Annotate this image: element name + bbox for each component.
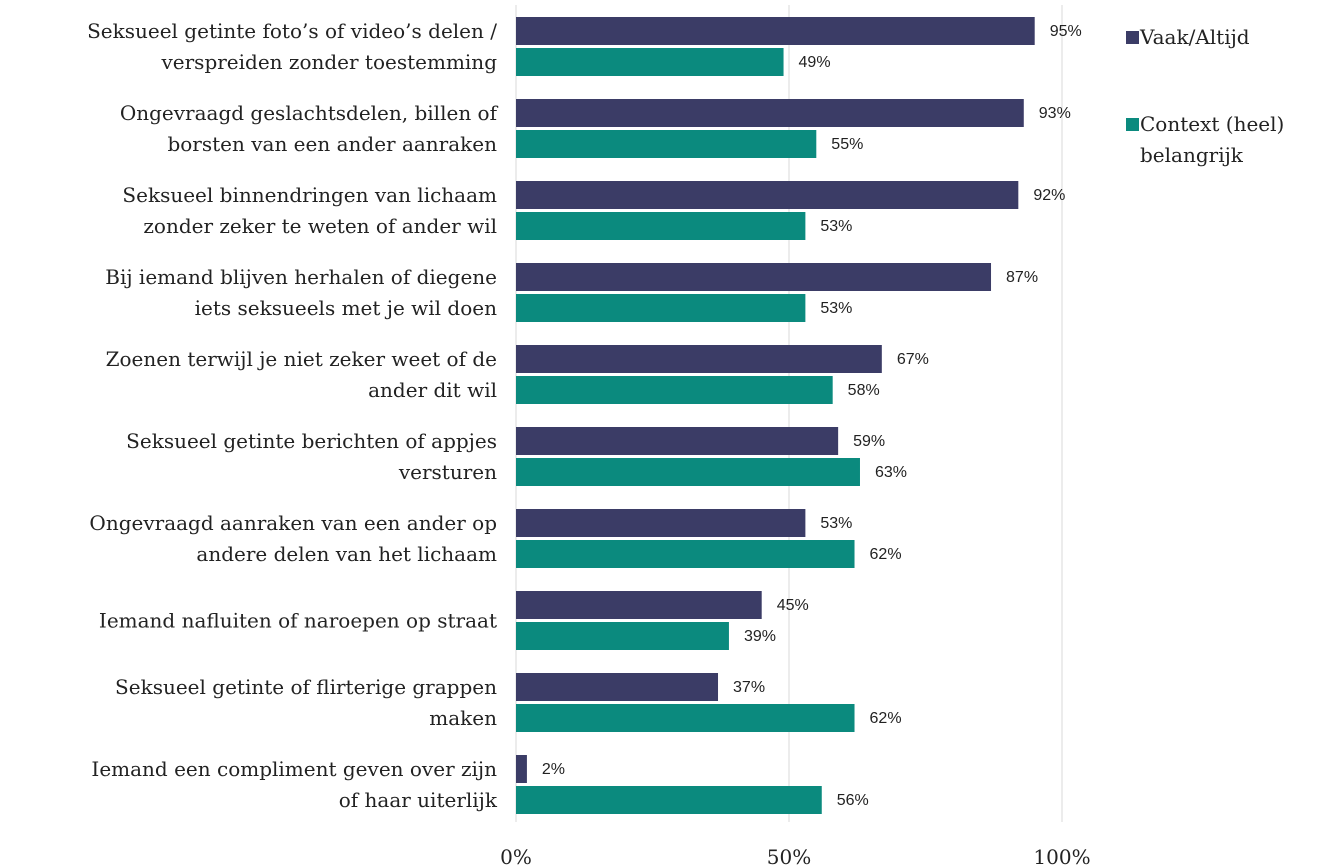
data-label: 95% [1050, 23, 1082, 40]
category-label: Ongevraagd aanraken van een ander op and… [89, 511, 497, 566]
bar [516, 263, 992, 291]
bar [516, 212, 806, 240]
category-label: Bij iemand blijven herhalen of diegene i… [105, 265, 497, 320]
data-label: 62% [870, 710, 902, 727]
bar [516, 458, 860, 486]
bar [516, 704, 855, 732]
category-label: Seksueel getinte of flirterige grappen m… [115, 675, 497, 730]
legend-swatch [1126, 31, 1139, 44]
bar [516, 622, 729, 650]
data-label: 53% [820, 300, 852, 317]
category-label: Zoenen terwijl je niet zeker weet of de … [105, 347, 497, 402]
bar [516, 48, 784, 76]
data-label: 39% [744, 628, 776, 645]
category-label: Iemand nafluiten of naroepen op straat [98, 608, 497, 633]
category-label: Seksueel getinte berichten of appjes ver… [126, 429, 497, 484]
data-label: 63% [875, 464, 907, 481]
data-label: 49% [799, 54, 831, 71]
data-label: 58% [848, 382, 880, 399]
data-label: 93% [1039, 105, 1071, 122]
bar [516, 376, 833, 404]
data-label: 53% [820, 218, 852, 235]
x-tick-label: 0% [500, 845, 532, 866]
data-label: 59% [853, 433, 885, 450]
bar [516, 99, 1024, 127]
bar [516, 181, 1019, 209]
category-label: Iemand een compliment geven over zijn of… [91, 757, 497, 812]
legend-label: Context (heel) belangrijk [1140, 112, 1285, 167]
bar [516, 673, 719, 701]
data-label: 87% [1006, 269, 1038, 286]
x-tick-label: 100% [1033, 845, 1091, 866]
bar [516, 591, 762, 619]
bar [516, 294, 806, 322]
category-label: Seksueel getinte foto’s of video’s delen… [87, 19, 497, 74]
category-label: Ongevraagd geslachtsdelen, billen of bor… [119, 101, 497, 156]
bar [516, 540, 855, 568]
data-label: 37% [733, 679, 765, 696]
data-label: 92% [1033, 187, 1065, 204]
bar [516, 786, 822, 814]
data-label: 67% [897, 351, 929, 368]
bar [516, 345, 882, 373]
category-label: Seksueel binnendringen van lichaam zonde… [122, 183, 497, 238]
data-label: 45% [777, 597, 809, 614]
legend-label: Vaak/Altijd [1140, 25, 1250, 49]
data-label: 53% [820, 515, 852, 532]
bar [516, 755, 527, 783]
data-label: 2% [542, 761, 565, 778]
legend-swatch [1126, 118, 1139, 131]
x-tick-label: 50% [766, 845, 812, 866]
bar [516, 17, 1035, 45]
data-label: 56% [837, 792, 869, 809]
bar [516, 130, 817, 158]
bar [516, 427, 839, 455]
data-label: 55% [831, 136, 863, 153]
bar [516, 509, 806, 537]
data-label: 62% [870, 546, 902, 563]
